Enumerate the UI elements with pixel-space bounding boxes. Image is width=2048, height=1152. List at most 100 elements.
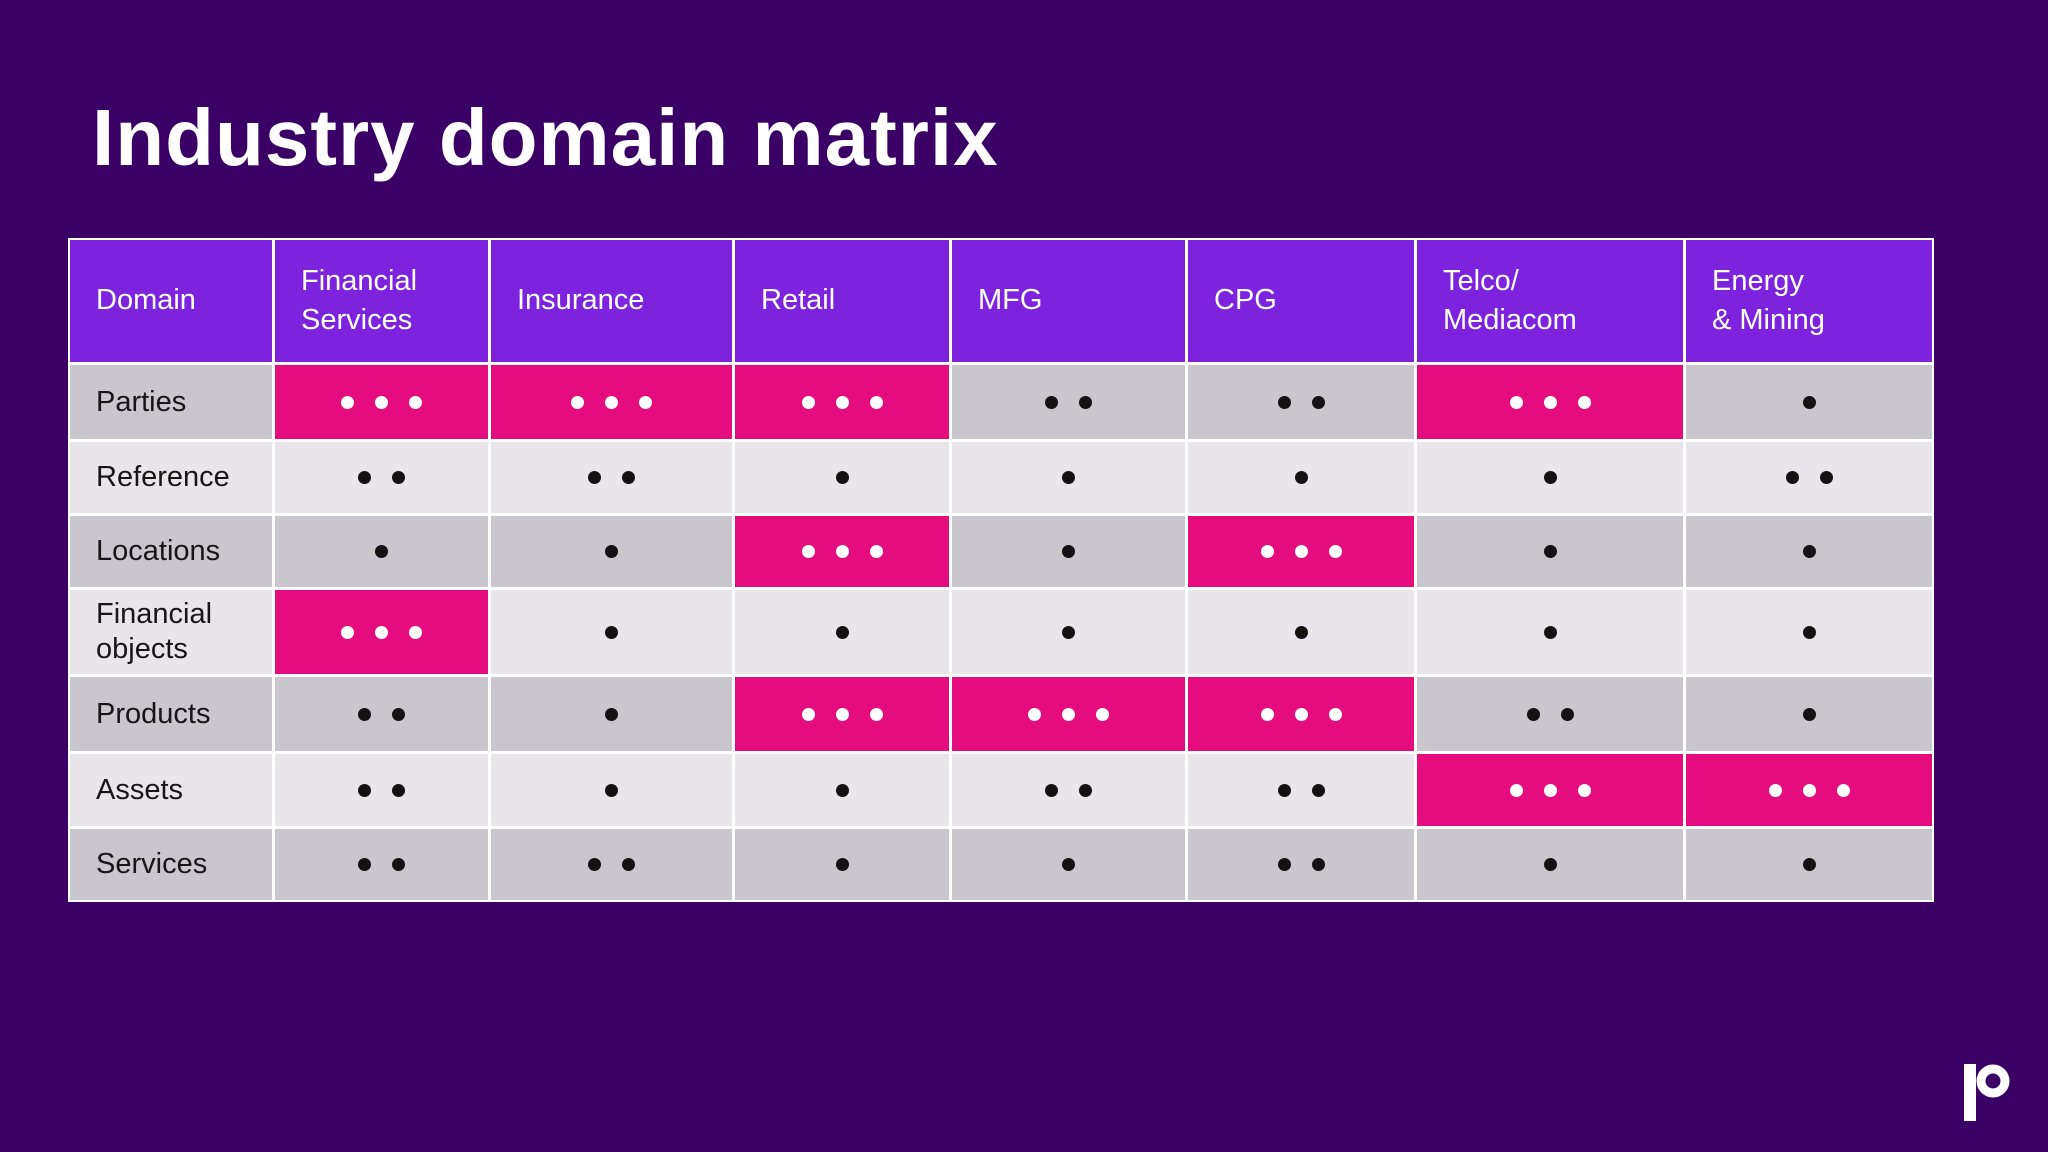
rating-dot (358, 783, 371, 797)
cell-services-insurance (491, 829, 732, 900)
rating-dot (1802, 707, 1816, 721)
column-header-cpg: CPG (1188, 240, 1414, 362)
cell-assets-telco-mediacom (1417, 754, 1683, 826)
column-header-insurance: Insurance (491, 240, 732, 362)
cell-products-insurance (491, 677, 732, 751)
column-header-domain: Domain (70, 240, 272, 362)
row-label-services: Services (70, 829, 272, 900)
cell-products-telco-mediacom (1417, 677, 1683, 751)
rating-dot (1260, 545, 1274, 558)
cell-products-energy-mining (1686, 677, 1932, 751)
rating-dot (605, 707, 618, 721)
cell-locations-mfg (952, 516, 1185, 587)
rating-dot (835, 625, 849, 639)
cell-services-cpg (1188, 829, 1414, 900)
rating-dot (1802, 395, 1816, 409)
rating-dot (588, 858, 601, 871)
column-header-retail: Retail (735, 240, 949, 362)
rating-dot (1577, 395, 1591, 409)
cell-parties-energy-mining (1686, 365, 1932, 439)
rating-dot (1045, 783, 1058, 797)
rating-dot (1543, 858, 1557, 871)
cell-products-retail (735, 677, 949, 751)
cell-reference-telco-mediacom (1417, 442, 1683, 513)
cell-financial-objects-financial-services (275, 590, 488, 674)
row-label-locations: Locations (70, 516, 272, 587)
cell-parties-cpg (1188, 365, 1414, 439)
rating-dot (1045, 395, 1058, 409)
cell-reference-energy-mining (1686, 442, 1932, 513)
rating-dot (605, 545, 618, 558)
rating-dot (1311, 858, 1325, 871)
cell-financial-objects-energy-mining (1686, 590, 1932, 674)
rating-dot (1328, 545, 1342, 558)
rating-dot (1294, 707, 1308, 721)
rating-dot (1543, 783, 1557, 797)
cell-locations-energy-mining (1686, 516, 1932, 587)
cell-parties-mfg (952, 365, 1185, 439)
cell-parties-insurance (491, 365, 732, 439)
rating-dot (1311, 783, 1325, 797)
rating-dot (1328, 707, 1342, 721)
cell-parties-retail (735, 365, 949, 439)
cell-assets-financial-services (275, 754, 488, 826)
cell-assets-energy-mining (1686, 754, 1932, 826)
rating-dot (869, 545, 883, 558)
rating-dot (605, 395, 618, 409)
rating-dot (801, 395, 815, 409)
rating-dot (605, 783, 618, 797)
cell-financial-objects-retail (735, 590, 949, 674)
rating-dot (358, 858, 371, 871)
rating-dot (1526, 707, 1540, 721)
rating-dot (1802, 625, 1816, 639)
rating-dot (1577, 783, 1591, 797)
column-header-telco-mediacom: Telco/ Mediacom (1417, 240, 1683, 362)
cell-financial-objects-telco-mediacom (1417, 590, 1683, 674)
cell-services-financial-services (275, 829, 488, 900)
cell-services-telco-mediacom (1417, 829, 1683, 900)
rating-dot (409, 625, 422, 639)
rating-dot (801, 545, 815, 558)
rating-dot (1277, 858, 1291, 871)
cell-parties-financial-services (275, 365, 488, 439)
rating-dot (1294, 471, 1308, 484)
rating-dot (801, 707, 815, 721)
cell-reference-cpg (1188, 442, 1414, 513)
rating-dot (392, 471, 405, 484)
rating-dot (375, 395, 388, 409)
rating-dot (1509, 395, 1523, 409)
cell-reference-retail (735, 442, 949, 513)
row-label-financial-objects: Financial objects (70, 590, 272, 674)
rating-dot (392, 783, 405, 797)
rating-dot (1543, 625, 1557, 639)
rating-dot (1543, 395, 1557, 409)
rating-dot (1543, 471, 1557, 484)
cell-locations-insurance (491, 516, 732, 587)
rating-dot (1277, 395, 1291, 409)
cell-products-financial-services (275, 677, 488, 751)
rating-dot (341, 395, 354, 409)
rating-dot (375, 545, 388, 558)
rating-dot (1560, 707, 1574, 721)
cell-reference-financial-services (275, 442, 488, 513)
rating-dot (1062, 625, 1075, 639)
rating-dot (341, 625, 354, 639)
rating-dot (869, 395, 883, 409)
rating-dot (1836, 783, 1850, 797)
rating-dot (1062, 545, 1075, 558)
industry-domain-matrix-table: Domain Financial Services Insurance Retail M… (68, 238, 1934, 902)
rating-dot (869, 707, 883, 721)
rating-dot (1294, 545, 1308, 558)
row-label-assets: Assets (70, 754, 272, 826)
rating-dot (358, 707, 371, 721)
rating-dot (835, 395, 849, 409)
cell-services-retail (735, 829, 949, 900)
rating-dot (835, 707, 849, 721)
rating-dot (639, 395, 652, 409)
rating-dot (1294, 625, 1308, 639)
rating-dot (358, 471, 371, 484)
row-label-products: Products (70, 677, 272, 751)
cell-locations-cpg (1188, 516, 1414, 587)
cell-products-cpg (1188, 677, 1414, 751)
